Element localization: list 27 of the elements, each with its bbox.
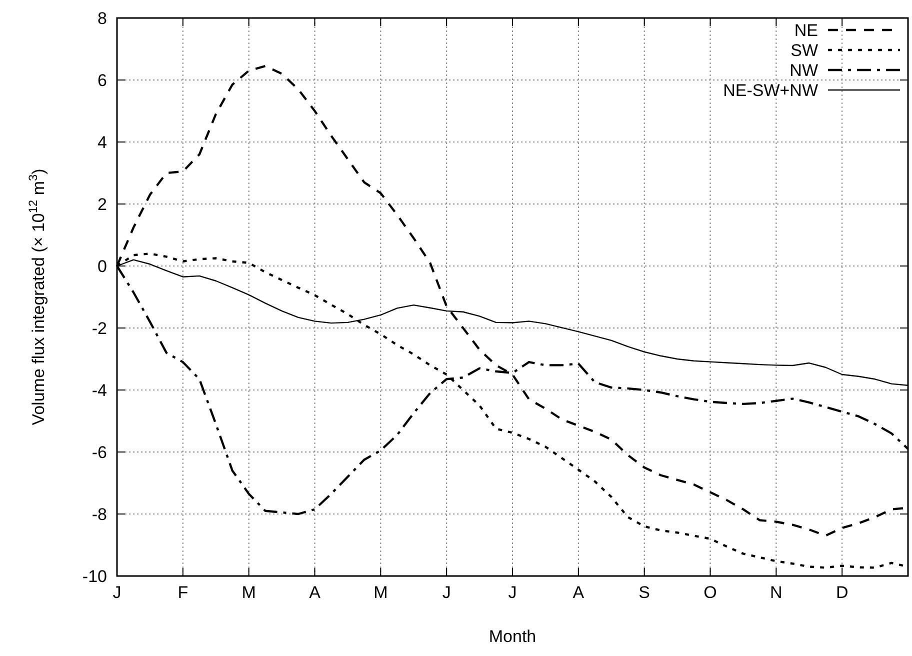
y-tick-label: 2 xyxy=(98,194,107,214)
x-tick-label: N xyxy=(770,583,782,602)
x-tick-label: A xyxy=(572,583,585,602)
legend-label: NE-SW+NW xyxy=(723,80,818,100)
legend-label: SW xyxy=(790,40,818,60)
x-tick-label: S xyxy=(638,583,650,602)
y-tick-label: -4 xyxy=(92,380,107,400)
x-axis-title: Month xyxy=(488,627,536,646)
legend-label: NW xyxy=(790,60,818,80)
x-tick-label: J xyxy=(508,583,517,602)
y-tick-label: -2 xyxy=(92,318,107,338)
x-tick-label: M xyxy=(242,583,256,602)
x-tick-label: F xyxy=(178,583,188,602)
x-tick-label: O xyxy=(704,583,717,602)
y-tick-label: -10 xyxy=(82,566,107,586)
x-tick-label: J xyxy=(112,583,122,602)
x-tick-label: A xyxy=(309,583,322,602)
legend-label: NE xyxy=(794,20,818,40)
y-tick-label: 6 xyxy=(98,70,107,90)
y-tick-label: -6 xyxy=(92,442,107,462)
y-tick-label: 8 xyxy=(98,8,107,28)
y-tick-label: -8 xyxy=(92,504,107,524)
y-tick-label: 0 xyxy=(98,256,107,276)
y-tick-label: 4 xyxy=(98,132,107,152)
x-tick-label: M xyxy=(374,583,388,602)
x-tick-label: J xyxy=(442,583,451,602)
x-tick-label: D xyxy=(836,583,848,602)
